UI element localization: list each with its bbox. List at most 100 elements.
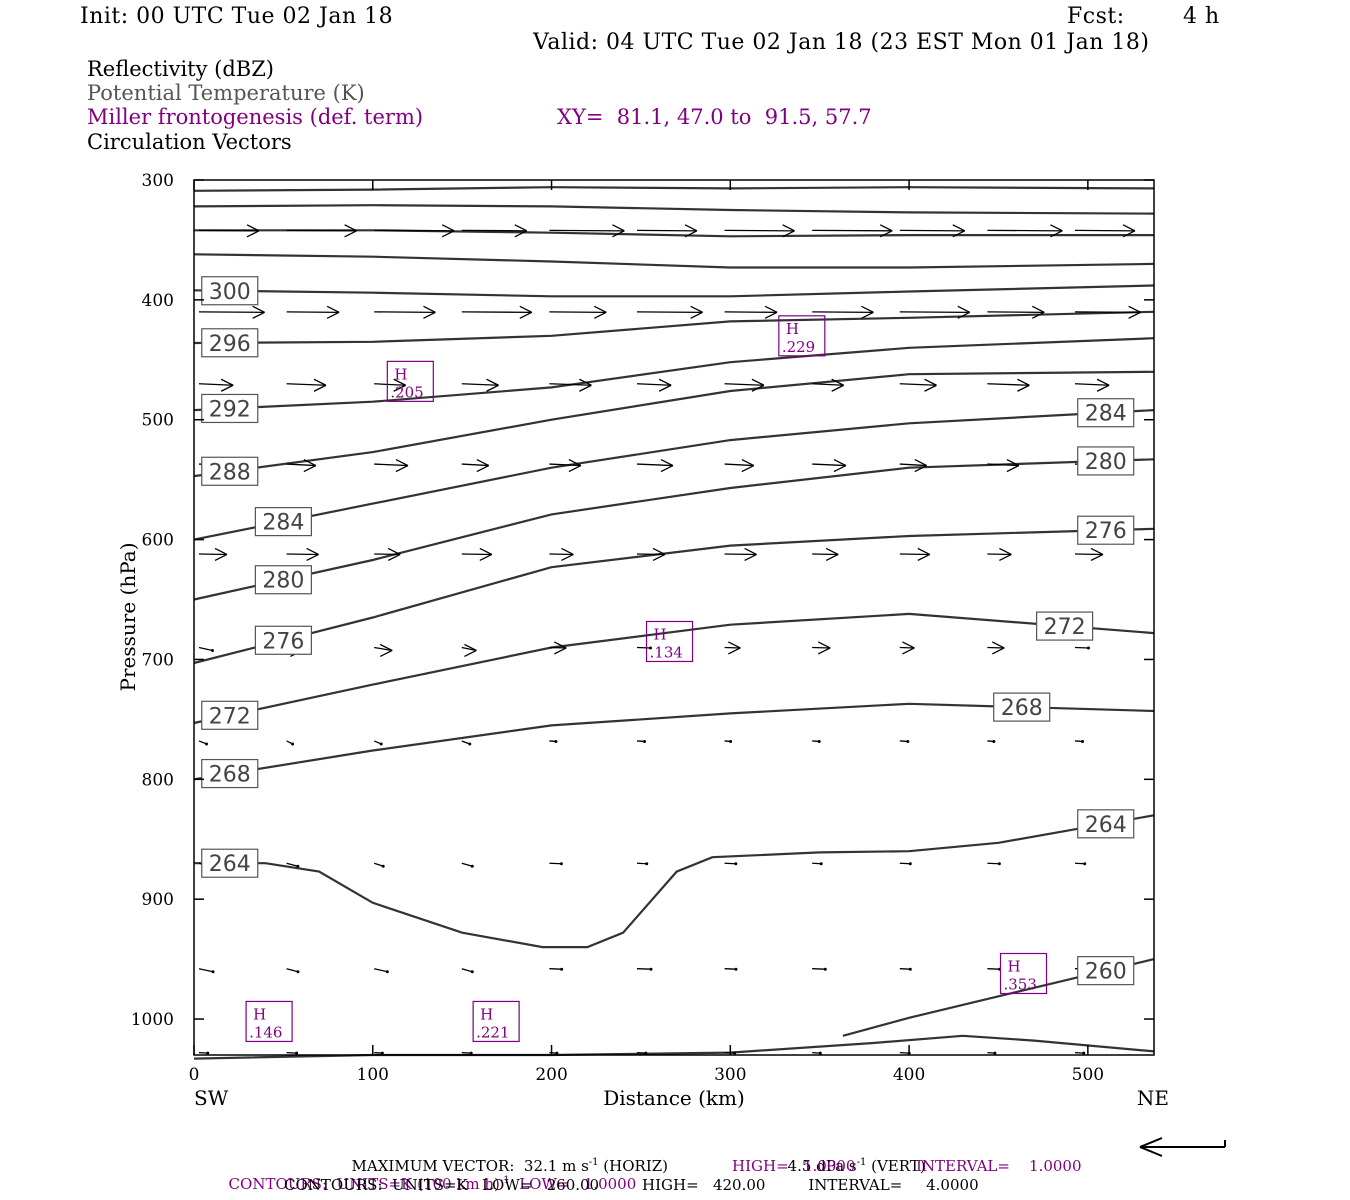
circulation-vector [461, 383, 499, 386]
circulation-vector [549, 463, 581, 467]
circulation-vector-head [825, 547, 839, 562]
circulation-vector-head [303, 458, 317, 473]
contour-label: 288 [209, 460, 251, 485]
circulation-vector [899, 862, 911, 865]
circulation-vectors [198, 224, 1141, 1055]
circulation-vector [461, 229, 527, 232]
circulation-vector [724, 383, 764, 386]
x-axis: 0 100 200 300 400 500 [189, 180, 1104, 1085]
circulation-vector-head [469, 1051, 473, 1055]
circulation-vector-head [991, 641, 1005, 655]
valid-time: Valid: 04 UTC Tue 02 Jan 18 (23 EST Mon … [533, 30, 1150, 55]
frontogenesis-max-value: .221 [476, 1023, 509, 1041]
circulation-vector-head [644, 1051, 648, 1055]
circulation-vector-head [291, 742, 295, 746]
init-time: Init: 00 UTC Tue 02 Jan 18 [80, 4, 394, 29]
circulation-vector [899, 383, 937, 386]
field-frontogenesis: Miller frontogenesis (def. term) [87, 105, 424, 129]
contour-label: 272 [209, 704, 251, 729]
circulation-vector-head [908, 967, 912, 971]
circulation-vector [636, 383, 672, 386]
circulation-vector-head [642, 739, 646, 743]
contour-label: 296 [209, 332, 251, 357]
contour-label: 284 [1085, 402, 1127, 427]
circulation-vector-head [252, 305, 265, 319]
circulation-vector-head [1122, 224, 1136, 238]
circulation-vector-head [782, 224, 795, 238]
circulation-vector-head [914, 458, 928, 473]
circulation-vector-head [1080, 739, 1084, 743]
circulation-vector-head [741, 458, 755, 473]
circulation-vector-head [441, 224, 455, 238]
contour-label: 276 [1085, 519, 1127, 544]
x-end-label-right: NE [1137, 1086, 1169, 1110]
contour-label-box [1036, 611, 1094, 641]
y-tick-label: 800 [142, 770, 174, 790]
contour-label: 268 [1001, 696, 1043, 721]
circulation-vector-head [514, 224, 528, 238]
circulation-vector [899, 463, 927, 467]
circulation-vector-head [296, 864, 300, 868]
circulation-vector-head [818, 1051, 822, 1055]
circulation-vector [812, 311, 874, 313]
circulation-vector-head [734, 862, 738, 866]
circulation-vector [1074, 862, 1085, 865]
theta-contour-line [193, 253, 1155, 269]
circulation-vector [987, 463, 1019, 467]
circulation-vector [724, 553, 757, 556]
circulation-vector [286, 383, 326, 386]
theta-contour-line [194, 814, 1155, 949]
circulation-vector-head [380, 1051, 384, 1055]
circulation-vector [549, 311, 607, 313]
theta-contour-line [193, 204, 1155, 215]
circulation-vector [724, 463, 754, 467]
circulation-vector-head [744, 547, 757, 562]
contour-label-box [1077, 956, 1135, 986]
circulation-vector-head [1128, 305, 1141, 319]
frontogenesis-max-label: H [253, 1005, 266, 1023]
contours-theta-info: CONTOURS: UNITS=K LOW= 260.00 HIGH= 420.… [284, 1176, 979, 1194]
circulation-vector-head [861, 305, 874, 319]
field-potential-temperature: Potential Temperature (K) [87, 81, 365, 105]
circulation-vector-head [924, 378, 937, 392]
circulation-vector-head [1006, 458, 1020, 473]
circulation-vector [373, 862, 384, 867]
field-reflectivity: Reflectivity (dBZ) [87, 57, 275, 81]
circulation-vector [461, 553, 492, 556]
circulation-vector-head [486, 378, 499, 392]
frontogenesis-max-value: .134 [650, 643, 683, 661]
contour-label-box [1077, 809, 1135, 839]
contour-label: 284 [262, 511, 304, 536]
circulation-vector [461, 862, 473, 867]
theta-contour-line [193, 702, 1155, 781]
x-tick-label: 0 [189, 1065, 200, 1085]
x-axis-label: Distance (km) [603, 1086, 745, 1110]
circulation-vector-head [652, 547, 666, 562]
circulation-vector-head [306, 547, 319, 562]
plot-frame [193, 179, 1155, 1056]
circulation-vector-head [246, 224, 260, 238]
x-tick-label: 300 [714, 1065, 746, 1085]
circulation-vector-head [879, 224, 893, 238]
circulation-vector [724, 968, 736, 970]
x-end-label-left: SW [194, 1086, 229, 1110]
fcst-label: Fcst: [1067, 4, 1125, 29]
circulation-vector-head [993, 1051, 997, 1055]
circulation-vector [899, 229, 965, 232]
x-tick-label: 200 [535, 1065, 567, 1085]
circulation-vector-head [344, 224, 357, 238]
contour-label-box [1077, 446, 1135, 476]
theta-contour-line [193, 186, 1155, 192]
circulation-vector-head [764, 305, 778, 319]
circulation-vector-head [819, 862, 823, 866]
contour-label-box [201, 456, 259, 486]
circulation-vector-head [817, 739, 821, 743]
circulation-vector [899, 1051, 910, 1054]
circulation-vector [198, 646, 213, 652]
reference-vector-arrow [1139, 1137, 1226, 1157]
contour-label-box [254, 565, 312, 595]
circulation-vector-head [684, 224, 698, 238]
max-vector-vert-info: 4.5 dPa s-1 (VERT) [787, 1157, 926, 1175]
circulation-vector-head [553, 641, 567, 655]
circulation-vector [461, 1051, 472, 1054]
